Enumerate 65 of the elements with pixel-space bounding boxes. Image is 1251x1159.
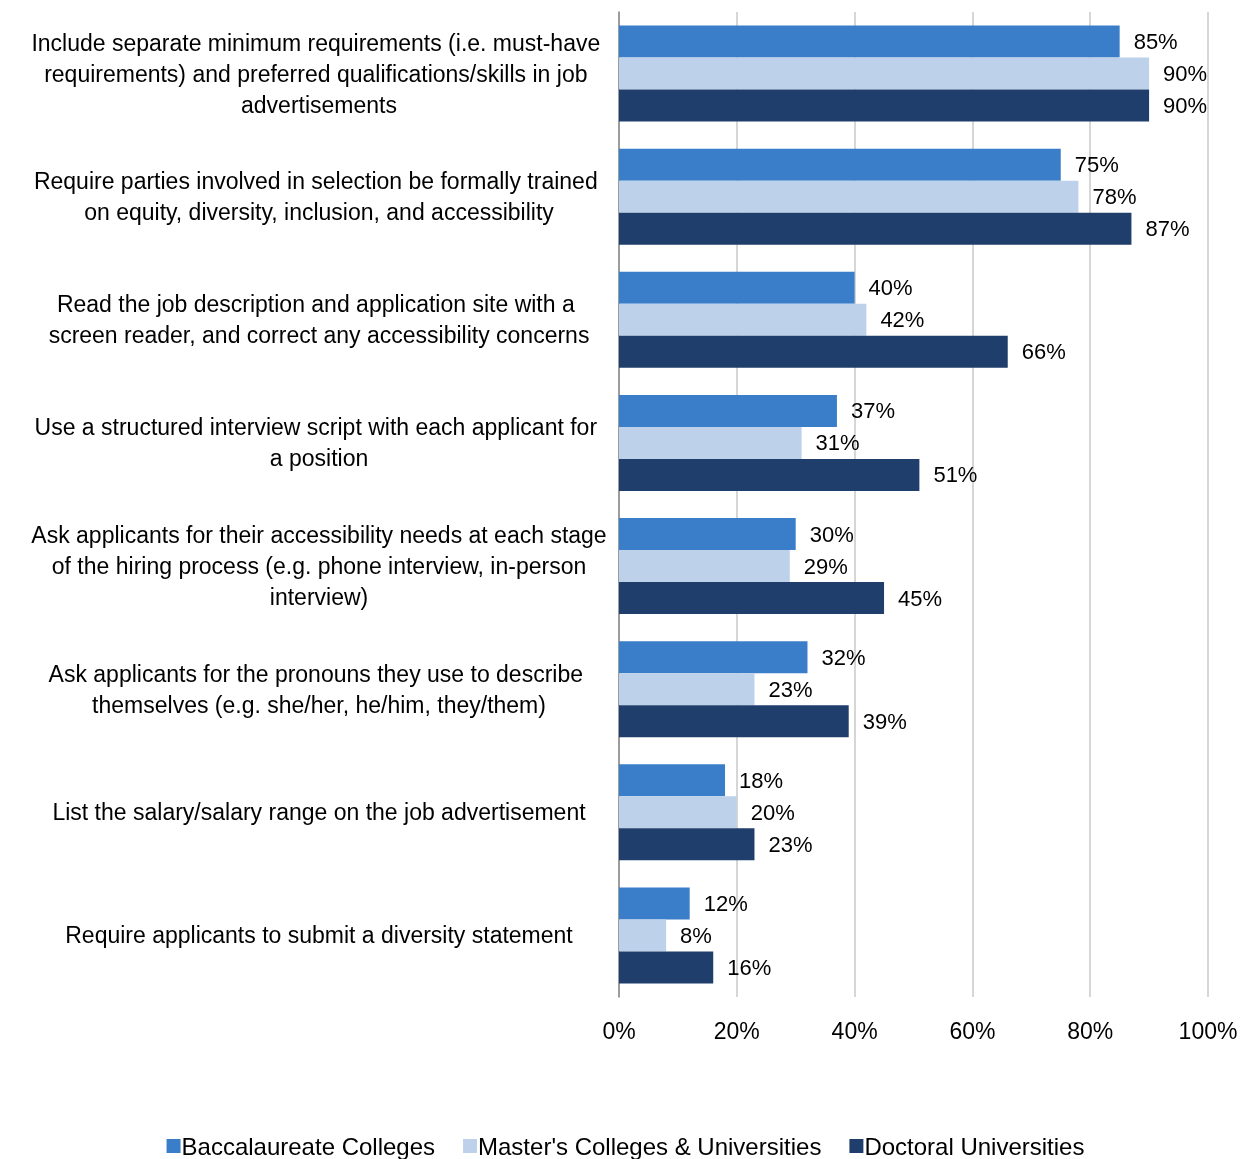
data-label: 29%: [803, 553, 848, 579]
bar: [619, 458, 920, 491]
y-tick-label: Ask applicants for their accessibility needs at each stage of the hiring process (e.g. phone interview, in-person interview): [31, 522, 607, 611]
legend-label: Doctoral Universities: [864, 1132, 1085, 1159]
bar: [619, 582, 885, 615]
y-tick-label: Use a structured interview script with each applicant for a position: [34, 414, 604, 472]
data-label: 85%: [1133, 29, 1178, 55]
data-label: 37%: [850, 398, 895, 424]
bar: [619, 828, 755, 861]
data-label: 90%: [1163, 93, 1208, 119]
legend-label: Master's Colleges & Universities: [478, 1132, 822, 1159]
data-label: 23%: [768, 676, 813, 702]
bar: [619, 271, 855, 304]
x-tick-label: 80%: [1067, 1017, 1114, 1044]
x-tick-label: 60%: [949, 1017, 996, 1044]
bar: [619, 180, 1079, 213]
bar: [619, 335, 1008, 368]
legend-label: Baccalaureate Colleges: [181, 1132, 436, 1159]
y-tick-label: Include separate minimum requirements (i.e. must-have requirements) and preferred qualifications/skills in job advertisements: [31, 29, 607, 118]
bar: [619, 148, 1061, 181]
data-label: 51%: [933, 462, 978, 488]
data-label: 31%: [815, 430, 860, 456]
x-tick-label: 40%: [831, 1017, 878, 1044]
bar: [619, 550, 790, 583]
data-label: 45%: [898, 585, 943, 611]
bar: [619, 394, 837, 427]
data-label: 39%: [862, 708, 907, 734]
data-label: 66%: [1021, 339, 1066, 365]
data-label: 8%: [680, 922, 712, 948]
bar: [619, 673, 755, 706]
bar: [619, 919, 667, 952]
bar: [619, 518, 796, 551]
bar: [619, 426, 802, 459]
data-label: 75%: [1074, 152, 1119, 178]
data-label: 16%: [727, 954, 772, 980]
y-tick-label: Read the job description and application site with a screen reader, and correct any accessibility concerns: [48, 291, 590, 349]
data-label: 20%: [750, 799, 795, 825]
data-label: 12%: [703, 890, 748, 916]
bar: [619, 89, 1150, 122]
data-label: 30%: [809, 521, 854, 547]
bar: [619, 303, 867, 336]
data-label: 23%: [768, 831, 813, 857]
y-tick-label: Ask applicants for the pronouns they use to describe themselves (e.g. she/her, he/him, they/them): [48, 660, 590, 718]
bar: [619, 764, 726, 797]
x-tick-label: 20%: [713, 1017, 760, 1044]
data-label: 40%: [868, 275, 913, 301]
x-tick-label: 100%: [1178, 1017, 1238, 1044]
y-tick-label: Require parties involved in selection be formally trained on equity, diversity, inclusion, and accessibility: [33, 168, 605, 226]
bar: [619, 796, 737, 829]
bar: [619, 887, 690, 920]
x-tick-label: 0%: [602, 1017, 636, 1044]
data-label: 78%: [1092, 184, 1137, 210]
data-label: 87%: [1145, 216, 1190, 242]
data-label: 42%: [880, 307, 925, 333]
bar: [619, 951, 714, 984]
data-label: 18%: [739, 767, 784, 793]
y-tick-label: List the salary/salary range on the job advertisement: [52, 799, 587, 826]
y-tick-label: Require applicants to submit a diversity statement: [65, 922, 574, 949]
bar: [619, 25, 1120, 58]
bar: [619, 641, 808, 674]
bar: [619, 705, 849, 738]
data-label: 32%: [821, 644, 866, 670]
data-label: 90%: [1163, 61, 1208, 87]
bar: [619, 57, 1150, 90]
bar: [619, 212, 1132, 245]
